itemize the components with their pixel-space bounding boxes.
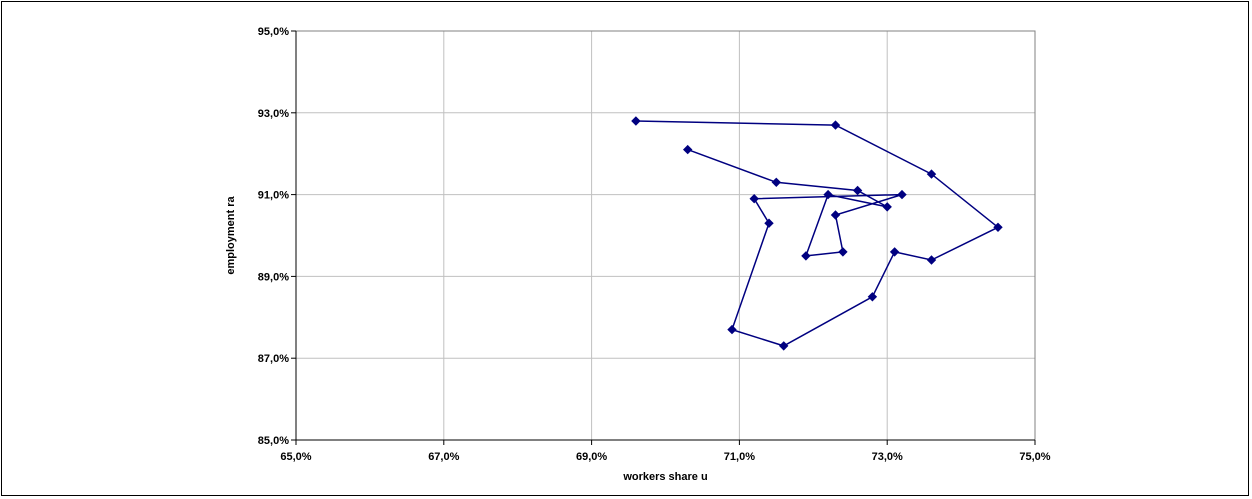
y-tick-label: 87,0% [258,353,289,365]
data-point [631,116,641,126]
series-markers [631,116,1003,351]
data-point [823,189,833,200]
y-tick-label: 93,0% [258,108,289,120]
y-tick-label: 85,0% [258,435,289,447]
y-tick-label: 89,0% [258,271,289,283]
plot-area [295,30,1036,441]
data-point [830,120,841,130]
data-point [838,247,848,257]
data-point [897,189,907,200]
x-tick-label: 75,0% [1019,451,1050,463]
data-point [889,247,900,257]
series-line [635,120,1000,347]
data-point [830,210,841,220]
data-point [778,341,789,351]
data-point [727,324,737,335]
y-tick-label: 91,0% [258,190,289,202]
x-tick-label: 73,0% [872,451,903,463]
grid [296,30,1036,440]
tick-labels: 65,0% 67,0% 69,0% 71,0% 73,0% 75,0% 85,0% 87,0%… [258,26,1051,463]
x-tick-label: 69,0% [576,451,607,463]
data-point [852,185,863,196]
data-point [749,193,759,204]
x-tick-label: 71,0% [724,451,755,463]
data-point [993,222,1003,233]
data-point [926,169,937,179]
data-point [926,255,937,265]
data-point [764,218,774,228]
y-tick-label: 95,0% [258,26,289,38]
axes [291,30,1036,445]
data-point [771,177,782,188]
x-tick-label: 67,0% [428,451,459,463]
data-point [867,292,878,302]
data-point [682,144,693,155]
x-axis-title: workers share u [622,471,707,483]
y-axis-title: employment ra [225,195,237,274]
data-point [801,251,811,261]
data-point [882,202,892,212]
x-tick-label: 65,0% [280,451,311,463]
